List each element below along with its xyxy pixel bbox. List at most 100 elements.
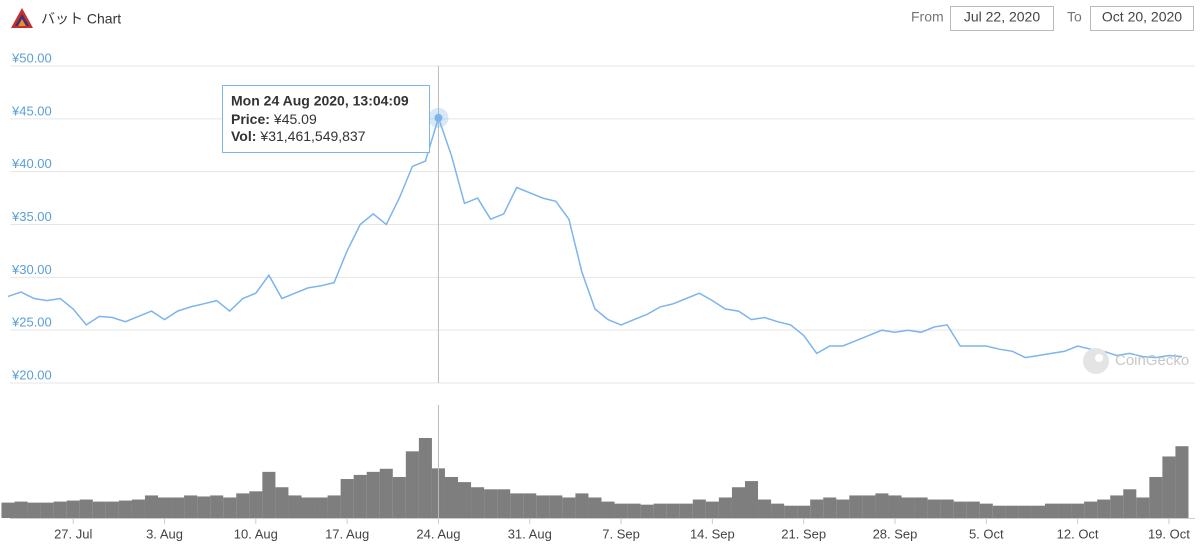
volume-bar xyxy=(588,497,602,518)
volume-bar xyxy=(966,501,980,518)
volume-bar xyxy=(979,503,993,518)
volume-bar xyxy=(262,471,276,518)
volume-bar xyxy=(836,499,850,518)
volume-bar xyxy=(210,495,224,518)
volume-bar xyxy=(1058,503,1072,518)
volume-bar xyxy=(927,499,941,518)
to-input[interactable] xyxy=(1090,6,1194,31)
y-tick-label: ¥50.00 xyxy=(11,50,52,65)
volume-bar xyxy=(79,499,93,518)
volume-bar xyxy=(810,499,824,518)
volume-bar xyxy=(575,493,589,518)
volume-bar xyxy=(327,495,341,518)
volume-bar xyxy=(992,505,1006,518)
y-tick-label: ¥30.00 xyxy=(11,262,52,277)
logo xyxy=(11,8,33,28)
y-tick-label: ¥20.00 xyxy=(11,367,52,382)
volume-bar xyxy=(562,497,576,518)
volume-bar xyxy=(823,497,837,518)
volume-bars xyxy=(1,438,1189,518)
from-date[interactable]: Jul 22, 2020 xyxy=(964,9,1040,25)
volume-bar xyxy=(1097,499,1111,518)
volume-bar xyxy=(758,499,772,518)
volume-bar xyxy=(1044,503,1059,518)
volume-bar xyxy=(53,501,67,518)
plot xyxy=(7,115,1183,359)
y-tick-label: ¥25.00 xyxy=(11,315,52,330)
volume-bar xyxy=(705,501,719,518)
volume-bar xyxy=(249,491,263,518)
x-tick-label: 28. Sep xyxy=(873,526,918,541)
volume-bar xyxy=(184,495,198,518)
volume-bar xyxy=(353,474,367,518)
volume-bar xyxy=(444,476,459,518)
volume-bar xyxy=(458,482,472,518)
volume-bar xyxy=(379,468,393,518)
volume-bar xyxy=(366,471,380,518)
volume-bar xyxy=(536,495,550,518)
volume-bar xyxy=(771,503,785,518)
volume-bar xyxy=(484,489,498,518)
volume-bar xyxy=(236,493,250,518)
volume-bar xyxy=(614,503,628,518)
volume-bar xyxy=(523,493,537,518)
volume-bar xyxy=(1031,505,1045,518)
volume-bar xyxy=(692,499,706,518)
volume-bar xyxy=(1136,497,1150,518)
volume-bar xyxy=(953,501,967,518)
x-tick-label: 5. Oct xyxy=(969,526,1004,541)
tooltip-label: Vol: xyxy=(231,128,256,144)
tooltip-box xyxy=(222,85,430,153)
volume-bar xyxy=(418,438,432,518)
watermark: CoinGecko xyxy=(1083,348,1189,374)
volume-bar xyxy=(40,502,54,518)
volume-bar xyxy=(601,501,615,518)
volume-bar xyxy=(797,505,811,518)
volume-bar xyxy=(1084,501,1098,518)
volume-bar xyxy=(1,502,15,518)
volume-bar xyxy=(1175,446,1189,518)
volume-bar xyxy=(718,497,732,518)
volume-bar xyxy=(471,487,485,518)
tooltip-date: Mon 24 Aug 2020, 13:04:09 xyxy=(231,93,409,109)
volume-bar xyxy=(288,495,302,518)
tooltip-row: Price: ¥45.09 xyxy=(231,111,317,127)
volume-bar xyxy=(849,495,863,518)
from-input[interactable] xyxy=(950,6,1054,31)
volume-bar xyxy=(1018,505,1032,518)
volume-bar xyxy=(171,497,185,518)
volume-bar xyxy=(875,493,889,518)
volume-bar xyxy=(679,503,693,518)
volume-bar xyxy=(731,487,745,518)
from-label: From xyxy=(911,9,944,25)
volume-bar xyxy=(497,489,511,518)
volume-bar xyxy=(1123,489,1137,518)
tooltip-value: ¥45.09 xyxy=(273,111,317,127)
y-tick-label: ¥35.00 xyxy=(11,209,52,224)
tooltip-row: Vol: ¥31,461,549,837 xyxy=(231,128,366,144)
volume-bar xyxy=(118,500,132,518)
y-tick-label: ¥45.00 xyxy=(11,103,52,118)
volume-bar xyxy=(158,497,172,518)
to-date[interactable]: Oct 20, 2020 xyxy=(1102,9,1182,25)
volume-bar xyxy=(92,501,106,518)
x-tick-label: 31. Aug xyxy=(508,526,552,541)
volume-bar xyxy=(314,497,328,518)
x-tick-label: 10. Aug xyxy=(234,526,278,541)
volume-bar xyxy=(197,496,211,518)
volume-bar xyxy=(275,487,289,518)
x-tick-label: 24. Aug xyxy=(416,526,460,541)
x-tick-label: 21. Sep xyxy=(781,526,826,541)
y-tick-label: ¥40.00 xyxy=(11,156,52,171)
x-tick-label: 14. Sep xyxy=(690,526,735,541)
tooltip: Mon 24 Aug 2020, 13:04:09 Price: ¥45.09Vol… xyxy=(222,66,449,518)
volume-bar xyxy=(105,501,119,518)
hover-point xyxy=(434,113,443,122)
x-tick-label: 3. Aug xyxy=(146,526,183,541)
volume-bar xyxy=(1149,476,1163,518)
volume-bar xyxy=(340,479,354,518)
tooltip-value: ¥31,461,549,837 xyxy=(259,128,365,144)
volume-bar xyxy=(627,503,641,518)
volume-bar xyxy=(640,504,654,518)
